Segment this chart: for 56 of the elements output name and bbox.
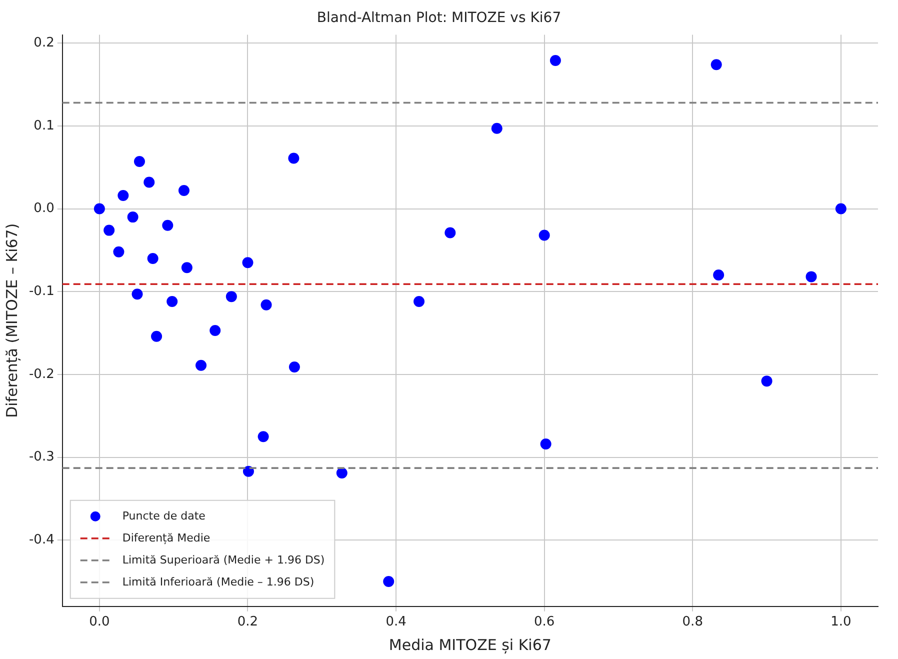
y-tick-label: 0.2 (34, 35, 54, 50)
point (383, 576, 394, 588)
point (134, 156, 145, 168)
chart-title: Bland-Altman Plot: MITOZE vs Ki67 (316, 10, 562, 26)
point (538, 230, 550, 241)
point (242, 466, 254, 477)
point (242, 257, 254, 268)
point (127, 212, 138, 223)
point (132, 288, 143, 300)
point (94, 203, 105, 214)
point (113, 246, 124, 258)
x-tick-label: 0.6 (534, 614, 555, 630)
point (162, 220, 174, 231)
y-tick-label: -0.2 (28, 366, 54, 382)
legend-label: Limită Superioară (Medie + 1.96 DS) (122, 553, 325, 566)
y-tick-label: 0.0 (34, 201, 54, 216)
point (258, 431, 269, 442)
point (210, 325, 221, 336)
point (713, 270, 724, 281)
point (144, 176, 155, 188)
point (761, 376, 772, 387)
point (288, 361, 300, 372)
point (104, 224, 115, 236)
point (178, 185, 190, 196)
point (550, 54, 561, 66)
x-tick-label: 0.0 (89, 614, 110, 630)
legend-label: Puncte de date (122, 509, 206, 522)
point (835, 203, 846, 214)
point (147, 252, 158, 264)
x-tick-label: 0.4 (386, 614, 406, 630)
point (806, 271, 817, 282)
point (414, 296, 425, 308)
point (710, 59, 722, 70)
legend-label: Diferență Medie (122, 531, 210, 544)
y-tick-label: 0.1 (34, 118, 54, 134)
point (166, 296, 178, 308)
point (196, 360, 207, 371)
point (226, 291, 237, 302)
y-tick-label: -0.1 (28, 284, 54, 299)
y-axis-title: Diferență (MITOZE – Ki67) (2, 223, 21, 418)
point (151, 330, 162, 342)
point (181, 262, 192, 274)
point (444, 227, 456, 238)
y-tick-label: -0.4 (28, 532, 54, 548)
legend-label: Limită Inferioară (Medie – 1.96 DS) (122, 575, 314, 588)
x-tick-label: 1.0 (830, 614, 852, 630)
point (260, 299, 272, 310)
point (491, 122, 502, 134)
point (288, 152, 300, 164)
y-tick-label: -0.3 (28, 450, 54, 465)
point (336, 468, 348, 479)
x-tick-label: 0.2 (237, 614, 258, 630)
point (118, 190, 129, 202)
point (540, 438, 552, 450)
x-tick-label: 0.8 (682, 614, 703, 630)
x-axis-title: Media MITOZE și Ki67 (388, 636, 552, 654)
